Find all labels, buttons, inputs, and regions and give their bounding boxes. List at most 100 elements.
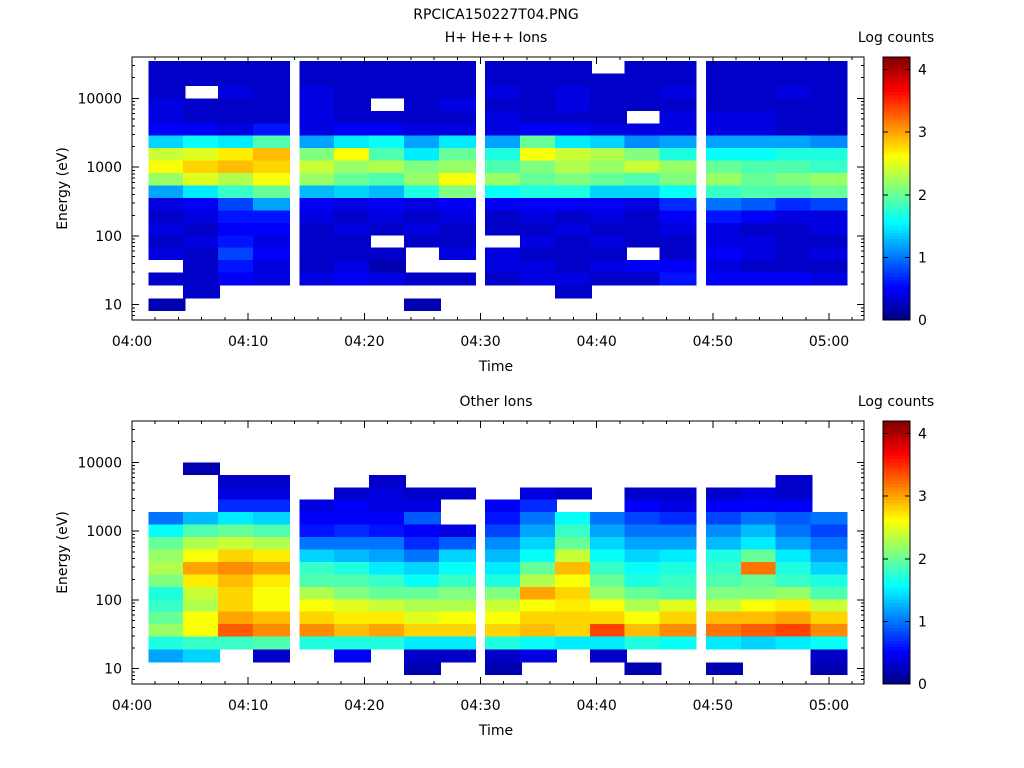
heatmap-cell [659, 574, 697, 587]
heatmap-cell [369, 537, 407, 550]
colorbar-segment [883, 480, 910, 485]
colorbar-segment [883, 514, 910, 519]
heatmap-cell [148, 135, 186, 149]
heatmap-cell [438, 173, 476, 186]
heatmap-cell [438, 197, 476, 211]
heatmap-cell [369, 173, 407, 186]
heatmap-cell [554, 135, 592, 149]
heatmap-cell [554, 148, 592, 161]
colorbar-tick-label: 3 [918, 125, 927, 141]
heatmap-cell [624, 135, 662, 149]
heatmap-cell [810, 586, 848, 600]
heatmap-cell [148, 222, 186, 236]
heatmap-cell [369, 260, 407, 273]
y-tick-label: 100 [95, 593, 122, 609]
heatmap-cell [485, 561, 523, 575]
colorbar-segment [883, 565, 910, 569]
colorbar-segment [883, 652, 910, 657]
heatmap-cell [554, 235, 592, 248]
heatmap-cell [659, 636, 697, 650]
heatmap-cell [403, 61, 441, 74]
plot-frame [131, 56, 865, 321]
colorbar-segment [883, 119, 910, 124]
heatmap-cell [148, 98, 186, 111]
heatmap-cell [299, 524, 337, 537]
heatmap-cell [218, 272, 256, 286]
heatmap-cell [485, 662, 523, 675]
colorbar-segment [883, 244, 910, 249]
colorbar-segment [883, 436, 910, 441]
heatmap-cell [183, 549, 221, 562]
heatmap-cell [810, 549, 848, 562]
heatmap-cell [659, 561, 697, 575]
colorbar-segment [883, 279, 910, 284]
panel-h-he-ions: 04:00 04:10 04:20 04:30 04:40 04:50 05:00 Time 1… [55, 30, 934, 375]
heatmap-cell [403, 599, 441, 612]
heatmap-cell [299, 123, 337, 136]
colorbar-segment [883, 637, 910, 641]
heatmap-cell [706, 173, 743, 186]
heatmap-cell [252, 574, 290, 587]
heatmap-cell [554, 636, 592, 650]
colorbar-segment [883, 132, 910, 136]
heatmap-cell [775, 561, 813, 575]
heatmap-cell [485, 197, 523, 211]
y-axis-label: Energy (eV) [55, 511, 71, 594]
colorbar-segment [883, 154, 910, 158]
colorbar-segment [883, 643, 910, 648]
colorbar-segment [883, 285, 910, 290]
heatmap-cell [520, 586, 558, 600]
heatmap-cell [438, 649, 476, 663]
heatmap-cell [183, 586, 221, 600]
heatmap-cell [554, 173, 592, 186]
heatmap-cell [706, 235, 743, 248]
heatmap-cell [369, 61, 407, 74]
heatmap-cell [438, 61, 476, 74]
colorbar-tick-label: 0 [918, 677, 927, 693]
colorbar-segment [883, 78, 910, 83]
heatmap-cell [403, 222, 441, 236]
panel-title: H+ He++ Ions [445, 30, 548, 46]
heatmap-cell [624, 260, 662, 273]
colorbar-segment [883, 166, 910, 171]
heatmap-cell [589, 173, 627, 186]
heatmap-cell [624, 210, 662, 223]
heatmap-cell [148, 649, 186, 663]
heatmap-cell [369, 599, 407, 612]
heatmap-cell [252, 272, 290, 286]
colorbar-segment [883, 310, 910, 315]
heatmap-cell [485, 624, 523, 637]
heatmap-cell [706, 611, 743, 625]
colorbar-segment [883, 160, 910, 165]
heatmap-cell [740, 599, 778, 612]
colorbar-segment [883, 486, 910, 491]
heatmap-cell [589, 148, 627, 161]
heatmap-cell [438, 537, 476, 550]
heatmap-cell [438, 160, 476, 173]
heatmap-cell [740, 512, 778, 525]
heatmap-cell [438, 185, 476, 198]
heatmap-cell [183, 260, 221, 273]
colorbar-segment [883, 471, 910, 475]
colorbar-segment [883, 204, 910, 208]
heatmap-cell [183, 537, 221, 550]
colorbar-label: Log counts [858, 394, 934, 410]
heatmap-cell [438, 247, 476, 261]
colorbar-segment [883, 674, 910, 679]
colorbar-segment [883, 433, 910, 438]
colorbar-segment [883, 546, 910, 550]
heatmap-cell [485, 549, 523, 562]
heatmap-cell [775, 549, 813, 562]
heatmap-cell [706, 636, 743, 650]
heatmap-cell [369, 73, 407, 87]
heatmap-cell [485, 247, 523, 261]
heatmap-cell [148, 524, 186, 537]
x-tick-label: 04:10 [228, 698, 268, 714]
heatmap-cell [252, 260, 290, 273]
colorbar-segment [883, 508, 910, 513]
heatmap-cell [218, 624, 256, 637]
heatmap-cell [520, 649, 558, 663]
colorbar-segment [883, 630, 910, 635]
colorbar-tick-label: 1 [918, 614, 927, 630]
heatmap-cell [299, 636, 337, 650]
